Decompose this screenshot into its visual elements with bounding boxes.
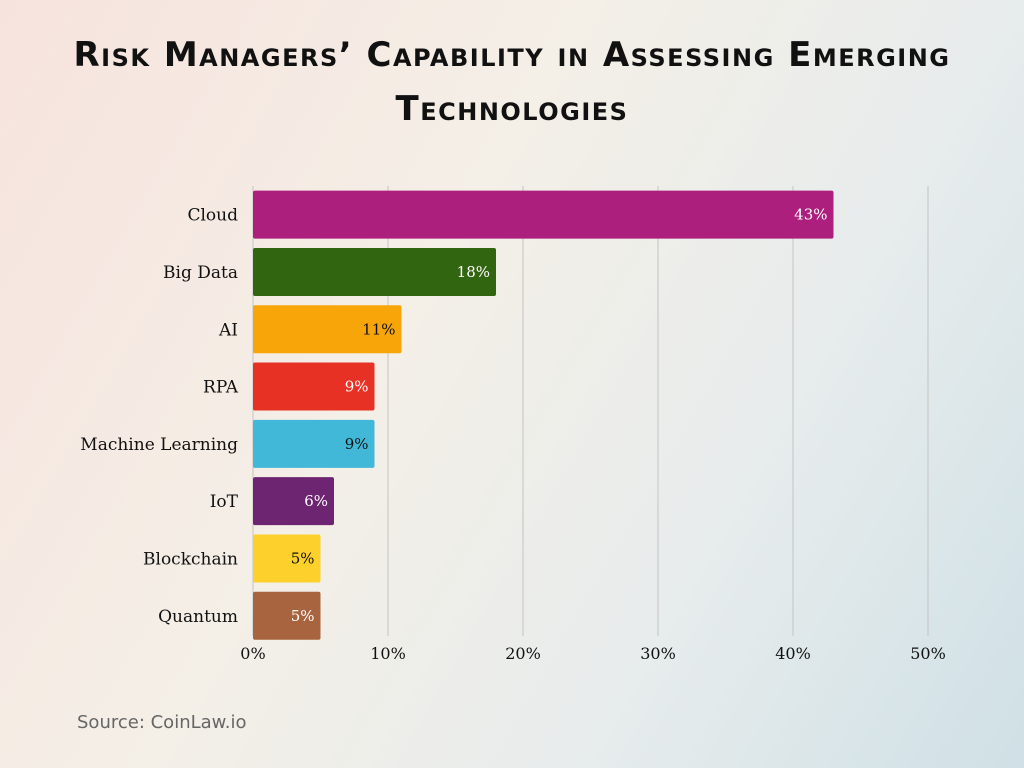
- chart-title: Risk Managers’ Capability in Assessing E…: [73, 35, 951, 129]
- data-label: 43%: [794, 206, 827, 224]
- category-label: Machine Learning: [80, 435, 238, 455]
- x-tick-label: 50%: [910, 644, 946, 663]
- category-label: IoT: [210, 492, 239, 512]
- x-tick-label: 40%: [775, 644, 811, 663]
- category-label: Quantum: [158, 607, 238, 627]
- bar: [253, 534, 321, 583]
- source-note: Source: CoinLaw.io: [77, 712, 247, 733]
- bar: [253, 362, 375, 411]
- category-labels: Cloud Big Data AI RPA Machine Learning IoT Blo…: [80, 206, 238, 627]
- x-tick-label: 10%: [370, 644, 406, 663]
- category-label: Big Data: [163, 263, 238, 283]
- x-tick-labels: 0% 10% 20% 30% 40% 50%: [240, 644, 945, 663]
- bar-chart: 43% 18% 11% 9% 9% 6% 5% 5% Cloud Big Data AI RPA Ma…: [80, 186, 946, 663]
- category-label: AI: [218, 320, 238, 340]
- x-tick-label: 20%: [505, 644, 541, 663]
- bars: 43% 18% 11% 9% 9% 6% 5% 5%: [253, 190, 834, 640]
- bar: [253, 190, 834, 239]
- data-label: 18%: [457, 263, 490, 281]
- bar: [253, 477, 334, 526]
- bar: [253, 305, 402, 354]
- bar: [253, 247, 496, 296]
- bar: [253, 591, 321, 640]
- category-label: RPA: [203, 378, 239, 398]
- x-tick-label: 0%: [240, 644, 265, 663]
- data-label: 5%: [291, 549, 315, 567]
- bar: [253, 419, 375, 468]
- x-tick-label: 30%: [640, 644, 676, 663]
- data-label: 5%: [291, 607, 315, 625]
- data-label: 9%: [345, 378, 369, 396]
- category-label: Cloud: [187, 206, 238, 226]
- data-label: 6%: [304, 492, 328, 510]
- data-label: 11%: [362, 320, 395, 338]
- category-label: Blockchain: [143, 549, 238, 569]
- data-label: 9%: [345, 435, 369, 453]
